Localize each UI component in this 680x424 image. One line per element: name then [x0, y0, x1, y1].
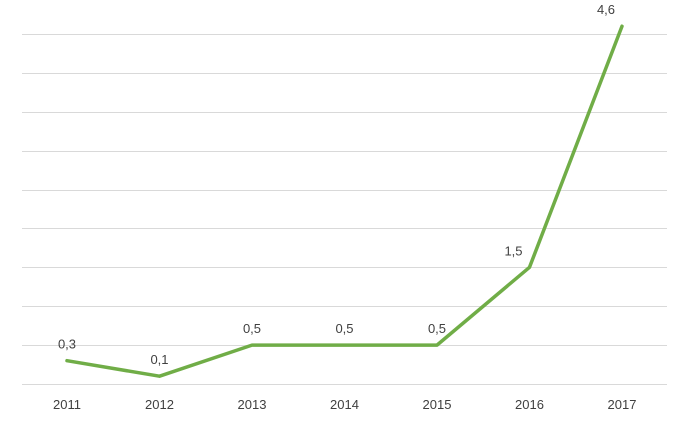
- data-label: 0,5: [335, 321, 353, 336]
- data-label: 0,1: [150, 352, 168, 367]
- x-tick-label: 2014: [330, 397, 359, 412]
- x-tick-label: 2017: [608, 397, 637, 412]
- data-label: 0,3: [58, 337, 76, 352]
- x-tick-label: 2013: [238, 397, 267, 412]
- x-tick-label: 2012: [145, 397, 174, 412]
- x-tick-label: 2011: [53, 397, 81, 412]
- x-tick-label: 2016: [515, 397, 544, 412]
- series-group: [65, 24, 624, 378]
- gridlines: [22, 34, 667, 385]
- x-axis-tick-labels: 2011 2012 2013 2014 2015 2016 2017: [53, 397, 636, 412]
- data-label: 0,5: [428, 321, 446, 336]
- data-label: 4,6: [597, 2, 615, 17]
- x-tick-label: 2015: [423, 397, 452, 412]
- data-label: 1,5: [504, 243, 522, 258]
- data-label: 0,5: [243, 321, 261, 336]
- data-labels: 0,3 0,1 0,5 0,5 0,5 1,5 4,6: [58, 2, 615, 367]
